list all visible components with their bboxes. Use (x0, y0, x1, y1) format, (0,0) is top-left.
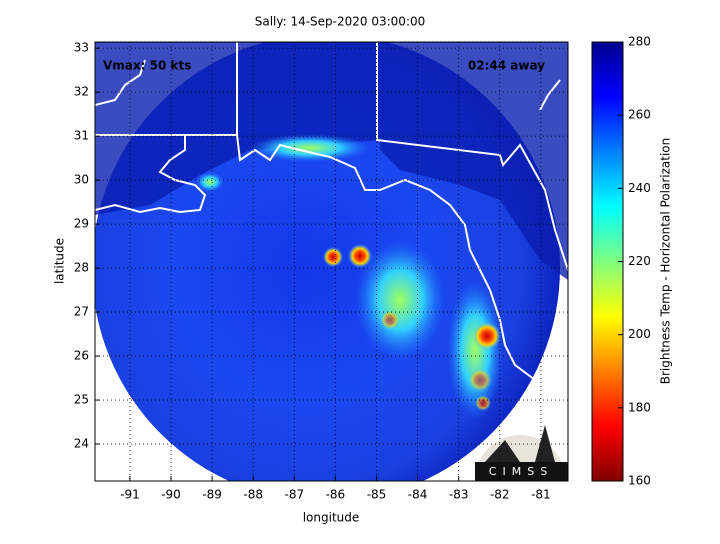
x-tick-label: -91 (120, 488, 140, 502)
warm-area (196, 172, 224, 192)
map: CIMSS (95, 42, 568, 481)
hot-spot (475, 395, 491, 411)
y-tick-label: 28 (74, 261, 89, 275)
hot-spot (468, 368, 492, 392)
x-tick-label: -81 (531, 488, 551, 502)
hot-spot (380, 310, 400, 330)
x-tick-label: -87 (285, 488, 305, 502)
y-tick-label: 26 (74, 349, 89, 363)
y-tick-label: 24 (74, 437, 89, 451)
x-tick-label: -90 (161, 488, 181, 502)
x-tick-label: -88 (243, 488, 263, 502)
x-tick-label: -86 (326, 488, 346, 502)
x-tick-label: -83 (449, 488, 469, 502)
logo-text: CIMSS (489, 465, 553, 478)
colorbar-tick-label: 260 (628, 108, 651, 122)
time-annotation: 02:44 away (468, 59, 545, 73)
plot-frame (94, 41, 569, 482)
colorbar-tick-label: 280 (628, 35, 651, 49)
hot-spot (323, 247, 343, 267)
x-axis-label: longitude (303, 511, 360, 525)
y-tick-label: 32 (74, 85, 89, 99)
y-tick-label: 30 (74, 173, 89, 187)
x-tick-label: -89 (202, 488, 222, 502)
warm-area (355, 240, 445, 360)
y-tick-label: 29 (74, 217, 89, 231)
land (380, 42, 568, 280)
hot-spot (348, 244, 372, 268)
colorbar-tick-label: 180 (628, 400, 651, 414)
hot-spot (473, 322, 501, 350)
grid (95, 42, 568, 481)
x-tick-label: -84 (408, 488, 428, 502)
y-axis-label: latitude (53, 238, 67, 284)
x-tick-label: -85 (367, 488, 387, 502)
colorbar-tick-label: 160 (628, 474, 651, 488)
colorbar-tick-label: 200 (628, 327, 651, 341)
title: Sally: 14-Sep-2020 03:00:00 (255, 15, 426, 29)
y-tick-label: 33 (74, 41, 89, 55)
y-tick-label: 25 (74, 393, 89, 407)
vmax-annotation: Vmax: 50 kts (103, 59, 191, 73)
x-tick-label: -82 (490, 488, 510, 502)
warm-area (250, 134, 370, 162)
y-tick-label: 27 (74, 305, 89, 319)
borders (95, 42, 568, 396)
logo: CIMSS (475, 425, 568, 481)
colorbar-label: Brightness Temp - Horizontal Polarizatio… (659, 138, 673, 385)
colorbar-tick-label: 240 (628, 181, 651, 195)
colorbar-tick-label: 220 (628, 254, 651, 268)
y-tick-label: 31 (74, 129, 89, 143)
